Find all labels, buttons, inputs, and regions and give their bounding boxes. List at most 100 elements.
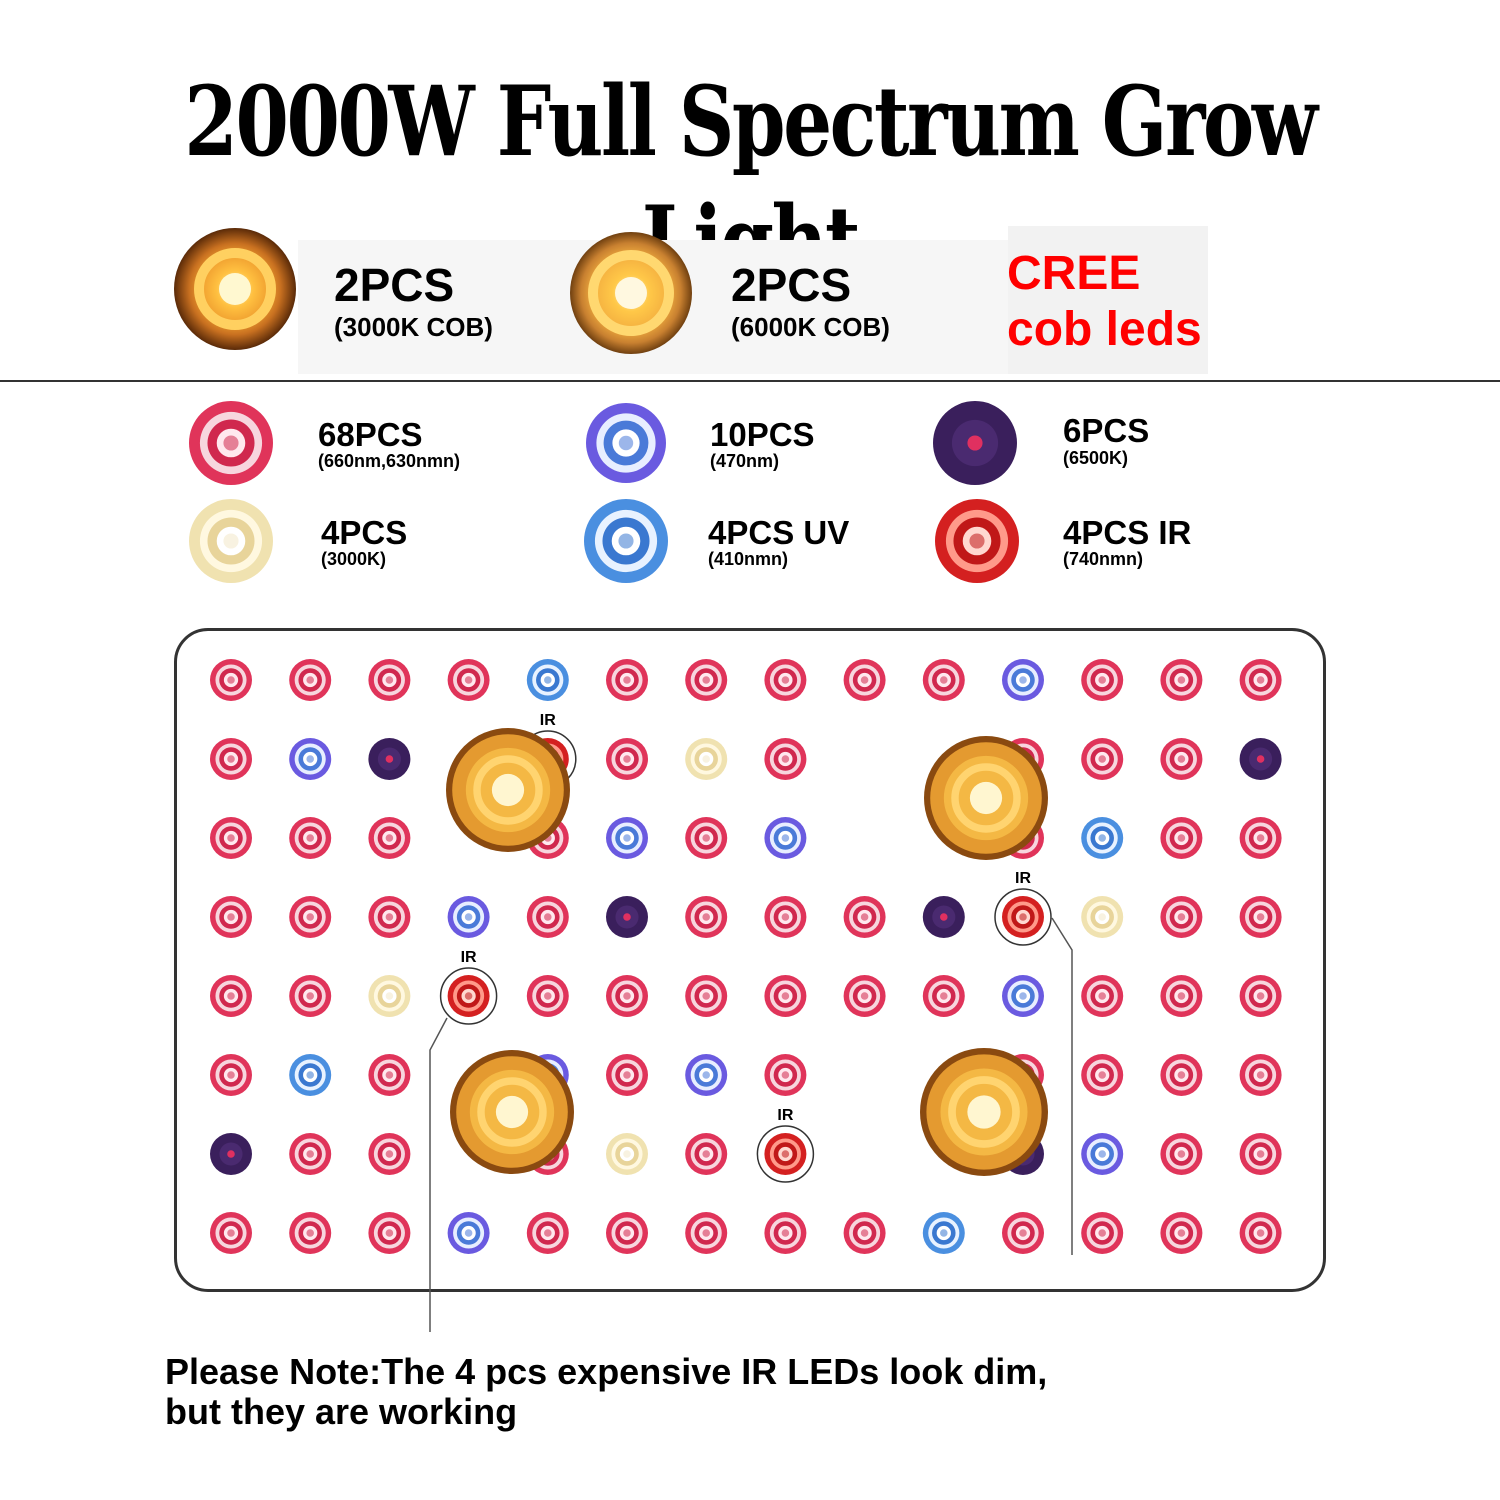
ir-label: IR bbox=[777, 1107, 793, 1124]
blue-led-icon bbox=[586, 403, 666, 483]
uv-led-icon bbox=[922, 1212, 965, 1254]
cob-chip bbox=[450, 1050, 574, 1174]
red-led-icon bbox=[289, 1212, 332, 1254]
red-led-icon bbox=[685, 659, 728, 701]
red-led-icon bbox=[1160, 1133, 1203, 1175]
red-led-icon bbox=[685, 1133, 728, 1175]
red-led-icon bbox=[922, 975, 965, 1017]
warm-white-led-icon bbox=[685, 738, 728, 780]
blue-led-icon bbox=[685, 1054, 728, 1096]
red-led-icon bbox=[526, 896, 569, 938]
red-led-icon bbox=[1160, 1212, 1203, 1254]
uv-led-icon bbox=[289, 1054, 332, 1096]
legend-warm-count: 4PCS bbox=[321, 514, 408, 551]
red-led-icon bbox=[685, 817, 728, 859]
warm-white-led-icon bbox=[606, 1133, 648, 1175]
red-led-icon bbox=[368, 1133, 411, 1175]
red-led-icon bbox=[843, 1212, 886, 1254]
ir-led-icon bbox=[1002, 896, 1044, 938]
ir-label: IR bbox=[461, 949, 477, 966]
ir-highlight-ring bbox=[439, 967, 498, 1025]
cob-6000k-icon bbox=[570, 232, 692, 354]
red-led-icon bbox=[685, 975, 728, 1017]
red-led-icon bbox=[368, 1054, 411, 1096]
cob-6000k-count: 2PCS bbox=[731, 259, 852, 311]
blue-led-icon bbox=[289, 738, 332, 780]
red-led-icon bbox=[1239, 817, 1282, 859]
red-led-icon bbox=[764, 896, 807, 938]
cob-chip bbox=[924, 736, 1048, 860]
red-led-icon bbox=[447, 659, 490, 701]
purple-led-icon bbox=[210, 1133, 252, 1175]
purple-led-icon bbox=[1239, 738, 1282, 780]
red-led-icon bbox=[289, 975, 332, 1017]
led-panel bbox=[174, 628, 1326, 1292]
cob-3000k-count: 2PCS bbox=[334, 259, 455, 311]
red-led-icon bbox=[606, 738, 648, 780]
note-pointer-line bbox=[429, 1017, 448, 1332]
blue-led-icon bbox=[447, 896, 490, 938]
red-led-icon bbox=[606, 1054, 648, 1096]
red-led-icon bbox=[1081, 975, 1124, 1017]
legend-ir-desc: (740nmn) bbox=[1063, 549, 1144, 569]
cree-line1: CREE bbox=[1007, 247, 1141, 300]
red-led-icon bbox=[764, 659, 807, 701]
note-line2: but they are working bbox=[165, 1391, 518, 1432]
legend-purple-count: 6PCS bbox=[1063, 412, 1150, 449]
cob-3000k-desc: (3000K COB) bbox=[334, 312, 493, 342]
red-led-icon bbox=[210, 1054, 252, 1096]
red-led-icon bbox=[685, 1212, 728, 1254]
cob-chip bbox=[446, 728, 570, 852]
cob-3000k-icon bbox=[174, 228, 296, 350]
blue-led-icon bbox=[606, 817, 648, 859]
red-led-icon bbox=[289, 1133, 332, 1175]
blue-led-icon bbox=[1081, 1133, 1124, 1175]
red-led-icon bbox=[1160, 738, 1203, 780]
red-led-icon bbox=[368, 659, 411, 701]
cree-box bbox=[1008, 226, 1208, 374]
blue-led-icon bbox=[447, 1212, 490, 1254]
red-led-icon bbox=[922, 659, 965, 701]
red-led-icon bbox=[1160, 817, 1203, 859]
red-led-icon bbox=[210, 659, 252, 701]
blue-led-icon bbox=[1002, 975, 1044, 1017]
divider bbox=[0, 380, 1500, 382]
red-led-icon bbox=[1002, 1212, 1044, 1254]
red-led-icon bbox=[764, 1054, 807, 1096]
red-led-icon bbox=[1081, 1212, 1124, 1254]
red-led-icon bbox=[210, 896, 252, 938]
red-led-icon bbox=[189, 401, 273, 485]
red-led-icon bbox=[289, 659, 332, 701]
red-led-icon bbox=[1160, 659, 1203, 701]
red-led-icon bbox=[210, 738, 252, 780]
legend-uv-desc: (410nmn) bbox=[708, 549, 789, 569]
red-led-icon bbox=[606, 659, 648, 701]
purple-led-icon bbox=[922, 896, 965, 938]
purple-led-icon bbox=[368, 738, 411, 780]
legend-warm-desc: (3000K) bbox=[321, 549, 387, 569]
red-led-icon bbox=[764, 1212, 807, 1254]
blue-led-icon bbox=[764, 817, 807, 859]
please-note: Please Note:The 4 pcs expensive IR LEDs … bbox=[165, 1352, 1047, 1432]
red-led-icon bbox=[1160, 1054, 1203, 1096]
red-led-icon bbox=[1160, 975, 1203, 1017]
red-led-icon bbox=[210, 1212, 252, 1254]
red-led-icon bbox=[685, 896, 728, 938]
warm-white-led-icon bbox=[1081, 896, 1124, 938]
red-led-icon bbox=[368, 1212, 411, 1254]
red-led-icon bbox=[843, 975, 886, 1017]
legend-red-count: 68PCS bbox=[318, 416, 423, 453]
ir-led-icon bbox=[447, 975, 490, 1017]
red-led-icon bbox=[210, 975, 252, 1017]
cob-6000k-desc: (6000K COB) bbox=[731, 312, 890, 342]
red-led-icon bbox=[289, 817, 332, 859]
legend-purple-desc: (6500K) bbox=[1063, 448, 1129, 468]
red-led-icon bbox=[843, 659, 886, 701]
red-led-icon bbox=[1081, 1054, 1124, 1096]
red-led-icon bbox=[1239, 1054, 1282, 1096]
legend-blue-desc: (470nm) bbox=[710, 451, 780, 471]
red-led-icon bbox=[368, 896, 411, 938]
ir-led-icon bbox=[935, 499, 1019, 583]
red-led-icon bbox=[764, 975, 807, 1017]
